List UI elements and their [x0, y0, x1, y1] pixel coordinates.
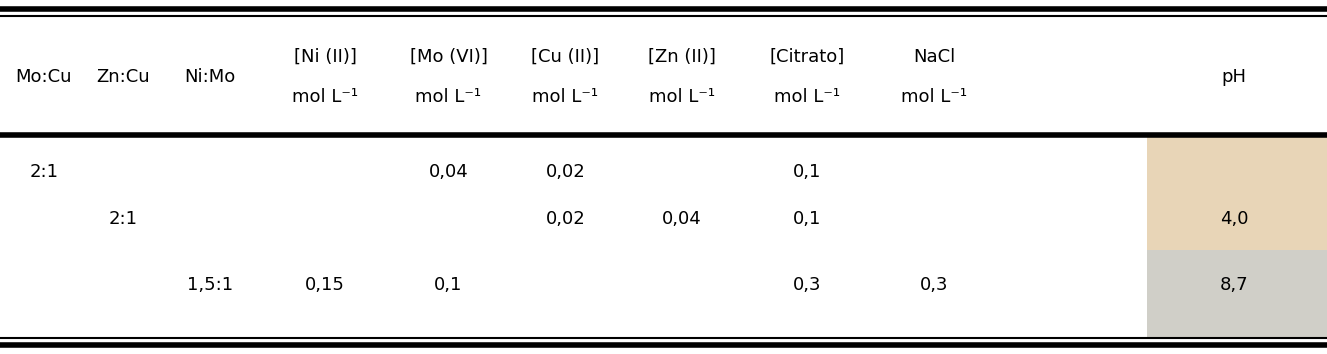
Text: 2:1: 2:1	[29, 163, 58, 181]
Text: 0,1: 0,1	[792, 163, 821, 181]
Text: 4,0: 4,0	[1220, 211, 1249, 228]
Text: Zn:Cu: Zn:Cu	[97, 68, 150, 86]
Bar	[1147, 250, 1327, 338]
Text: 1,5:1: 1,5:1	[187, 276, 232, 294]
Text: mol L⁻¹: mol L⁻¹	[292, 88, 358, 106]
Text: mol L⁻¹: mol L⁻¹	[649, 88, 715, 106]
Text: 0,1: 0,1	[434, 276, 463, 294]
Text: [Ni (II)]: [Ni (II)]	[293, 48, 357, 65]
Text: 0,02: 0,02	[545, 211, 585, 228]
Bar	[1147, 135, 1327, 250]
Text: 0,3: 0,3	[920, 276, 949, 294]
Text: pH: pH	[1222, 68, 1246, 86]
Text: Ni:Mo: Ni:Mo	[184, 68, 235, 86]
Text: [Mo (VI)]: [Mo (VI)]	[410, 48, 487, 65]
Text: Mo:Cu: Mo:Cu	[16, 68, 72, 86]
Text: 0,15: 0,15	[305, 276, 345, 294]
Text: 2:1: 2:1	[109, 211, 138, 228]
Text: [Cu (II)]: [Cu (II)]	[531, 48, 600, 65]
Text: 8,7: 8,7	[1220, 276, 1249, 294]
Text: mol L⁻¹: mol L⁻¹	[415, 88, 482, 106]
Text: 0,02: 0,02	[545, 163, 585, 181]
Text: 0,04: 0,04	[429, 163, 468, 181]
Text: 0,3: 0,3	[792, 276, 821, 294]
Text: [Zn (II)]: [Zn (II)]	[648, 48, 717, 65]
Text: NaCl: NaCl	[913, 48, 955, 65]
Text: mol L⁻¹: mol L⁻¹	[532, 88, 598, 106]
Text: mol L⁻¹: mol L⁻¹	[774, 88, 840, 106]
Text: mol L⁻¹: mol L⁻¹	[901, 88, 967, 106]
Text: 0,1: 0,1	[792, 211, 821, 228]
Text: [Citrato]: [Citrato]	[770, 48, 844, 65]
Text: 0,04: 0,04	[662, 211, 702, 228]
